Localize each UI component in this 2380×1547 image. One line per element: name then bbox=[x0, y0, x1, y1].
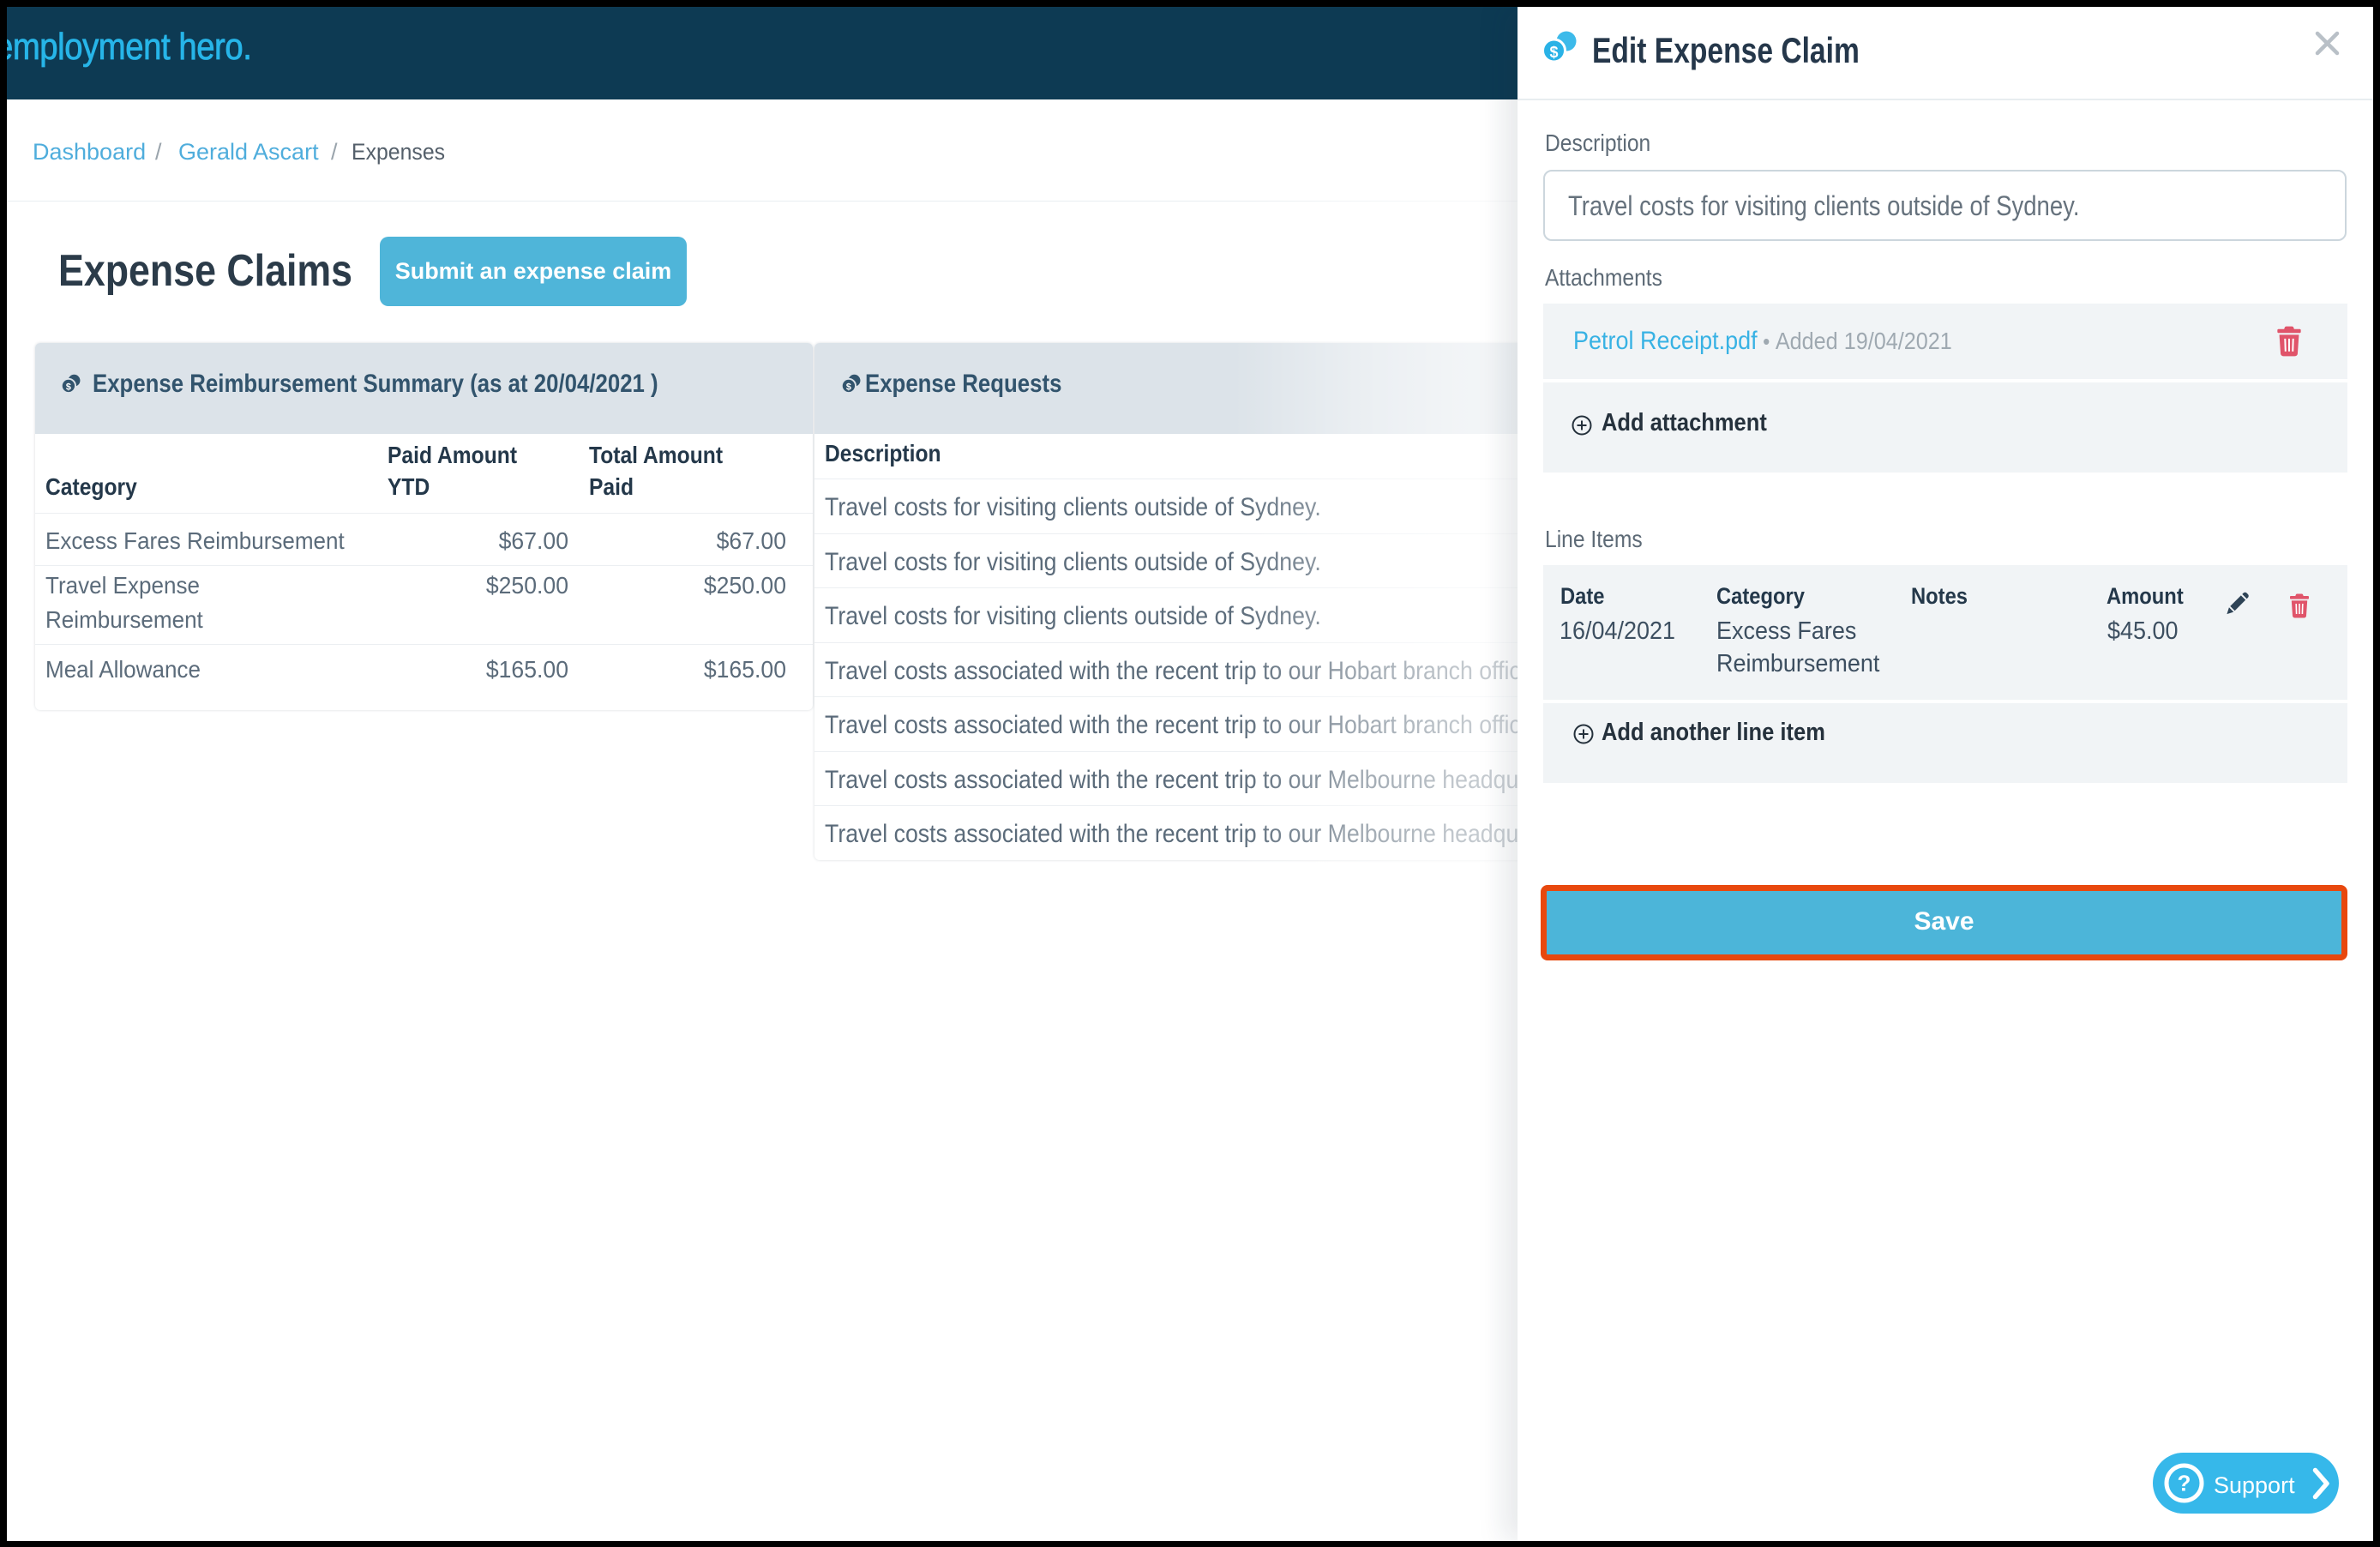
svg-text:$: $ bbox=[1549, 44, 1558, 61]
svg-text:$: $ bbox=[66, 382, 71, 393]
svg-text:$: $ bbox=[846, 382, 851, 393]
svg-text:?: ? bbox=[2178, 1471, 2191, 1496]
